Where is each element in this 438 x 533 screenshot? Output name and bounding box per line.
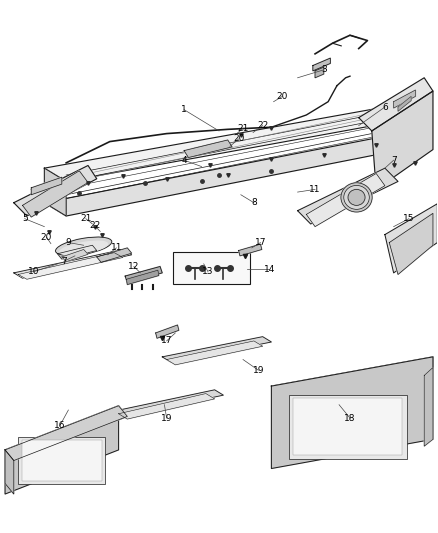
Text: 13: 13 bbox=[202, 268, 214, 276]
Polygon shape bbox=[18, 253, 123, 279]
Text: 22: 22 bbox=[257, 121, 268, 130]
Text: 22: 22 bbox=[89, 221, 100, 230]
Polygon shape bbox=[424, 368, 433, 446]
Text: 1: 1 bbox=[181, 105, 187, 114]
Polygon shape bbox=[394, 90, 416, 108]
Bar bbox=[18, 437, 106, 484]
Polygon shape bbox=[97, 248, 132, 262]
Polygon shape bbox=[313, 58, 330, 71]
Polygon shape bbox=[119, 393, 215, 419]
Text: 10: 10 bbox=[28, 268, 39, 276]
Text: 17: 17 bbox=[161, 336, 173, 345]
Text: 5: 5 bbox=[22, 214, 28, 223]
Bar bbox=[289, 395, 407, 459]
Polygon shape bbox=[5, 406, 127, 461]
Polygon shape bbox=[125, 266, 162, 282]
Polygon shape bbox=[306, 173, 385, 227]
Polygon shape bbox=[162, 337, 272, 362]
Polygon shape bbox=[315, 67, 324, 78]
Polygon shape bbox=[127, 270, 159, 285]
Polygon shape bbox=[44, 168, 66, 216]
Polygon shape bbox=[155, 325, 179, 338]
Polygon shape bbox=[372, 91, 433, 189]
Text: 6: 6 bbox=[382, 102, 388, 111]
Text: 7: 7 bbox=[391, 156, 396, 165]
Ellipse shape bbox=[344, 185, 369, 209]
Polygon shape bbox=[398, 96, 411, 111]
Polygon shape bbox=[22, 171, 88, 217]
Bar bbox=[21, 440, 102, 481]
Ellipse shape bbox=[60, 241, 107, 255]
Text: 17: 17 bbox=[255, 238, 266, 247]
Polygon shape bbox=[166, 341, 263, 365]
Text: 4: 4 bbox=[181, 156, 187, 165]
Polygon shape bbox=[44, 107, 403, 181]
Polygon shape bbox=[272, 357, 433, 469]
Text: 11: 11 bbox=[309, 185, 321, 194]
Ellipse shape bbox=[341, 183, 372, 212]
Polygon shape bbox=[114, 390, 223, 416]
Text: 3: 3 bbox=[321, 66, 327, 74]
Text: 7: 7 bbox=[61, 257, 67, 265]
Text: 14: 14 bbox=[264, 265, 275, 273]
Polygon shape bbox=[62, 249, 88, 262]
Text: 8: 8 bbox=[251, 198, 257, 207]
Polygon shape bbox=[239, 244, 262, 256]
Text: 19: 19 bbox=[253, 366, 264, 375]
Polygon shape bbox=[5, 406, 127, 461]
Bar bbox=[173, 252, 250, 284]
Polygon shape bbox=[14, 249, 132, 278]
Text: 16: 16 bbox=[54, 422, 65, 431]
Polygon shape bbox=[14, 165, 97, 216]
Polygon shape bbox=[385, 107, 403, 150]
Polygon shape bbox=[359, 78, 433, 131]
Text: 9: 9 bbox=[66, 238, 71, 247]
Polygon shape bbox=[385, 204, 437, 273]
Text: 18: 18 bbox=[344, 414, 356, 423]
Polygon shape bbox=[31, 177, 62, 195]
Text: 15: 15 bbox=[403, 214, 415, 223]
Polygon shape bbox=[5, 450, 14, 494]
Text: 21: 21 bbox=[80, 214, 92, 223]
Text: 19: 19 bbox=[161, 414, 173, 423]
Text: 20: 20 bbox=[41, 233, 52, 242]
Polygon shape bbox=[272, 357, 433, 397]
Ellipse shape bbox=[348, 189, 365, 205]
Polygon shape bbox=[297, 168, 398, 224]
Text: 12: 12 bbox=[128, 262, 140, 271]
Text: 21: 21 bbox=[237, 124, 249, 133]
Text: 20: 20 bbox=[277, 92, 288, 101]
Polygon shape bbox=[184, 140, 232, 158]
Polygon shape bbox=[44, 136, 403, 216]
Text: 11: 11 bbox=[111, 244, 122, 253]
Ellipse shape bbox=[56, 237, 112, 255]
Text: 20: 20 bbox=[233, 134, 244, 143]
Polygon shape bbox=[5, 406, 119, 494]
Polygon shape bbox=[389, 213, 433, 274]
Polygon shape bbox=[57, 245, 97, 259]
Bar bbox=[293, 398, 403, 455]
